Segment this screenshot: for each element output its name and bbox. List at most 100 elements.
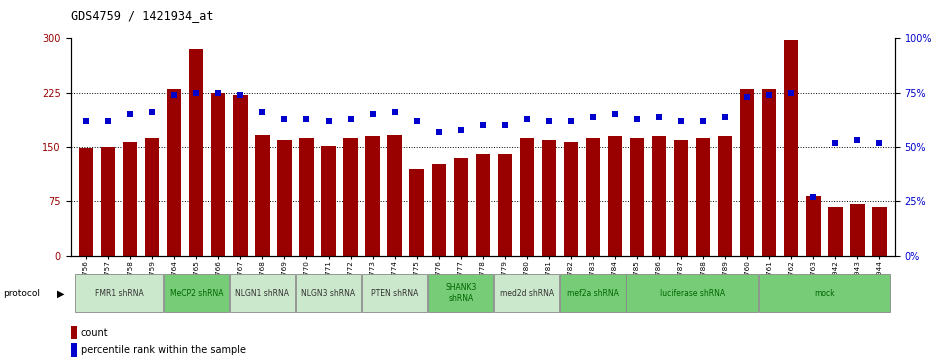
Bar xyxy=(387,135,402,256)
Text: mock: mock xyxy=(814,289,835,298)
Bar xyxy=(300,138,314,256)
Point xyxy=(784,90,799,95)
Bar xyxy=(563,142,578,256)
Point xyxy=(453,127,468,132)
Bar xyxy=(79,148,93,256)
Bar xyxy=(189,49,203,256)
Point xyxy=(850,138,865,143)
Point xyxy=(805,194,820,200)
Bar xyxy=(872,207,886,256)
Point xyxy=(188,90,203,95)
Bar xyxy=(234,95,248,256)
Bar xyxy=(410,169,424,256)
Point xyxy=(365,111,381,117)
FancyBboxPatch shape xyxy=(560,274,625,312)
Bar xyxy=(277,140,292,256)
Point xyxy=(255,109,270,115)
Text: NLGN1 shRNA: NLGN1 shRNA xyxy=(236,289,289,298)
Point xyxy=(542,118,557,124)
Point xyxy=(608,111,623,117)
Text: FMR1 shRNA: FMR1 shRNA xyxy=(95,289,143,298)
Bar xyxy=(211,93,225,256)
Text: count: count xyxy=(81,327,108,338)
Point xyxy=(519,116,534,122)
Text: med2d shRNA: med2d shRNA xyxy=(500,289,554,298)
Point xyxy=(585,114,600,119)
Point xyxy=(431,129,447,135)
Bar xyxy=(454,158,468,256)
Point xyxy=(695,118,710,124)
Bar xyxy=(255,135,269,256)
Point xyxy=(387,109,402,115)
Bar xyxy=(674,140,689,256)
Bar xyxy=(71,326,77,339)
Bar xyxy=(101,147,115,256)
Point xyxy=(122,111,138,117)
Bar xyxy=(542,140,556,256)
FancyBboxPatch shape xyxy=(230,274,295,312)
Bar xyxy=(828,207,842,256)
Text: GDS4759 / 1421934_at: GDS4759 / 1421934_at xyxy=(71,9,213,22)
Point xyxy=(739,94,755,100)
FancyBboxPatch shape xyxy=(758,274,890,312)
Point xyxy=(277,116,292,122)
Point xyxy=(299,116,314,122)
Text: MeCP2 shRNA: MeCP2 shRNA xyxy=(170,289,223,298)
FancyBboxPatch shape xyxy=(626,274,757,312)
Bar xyxy=(851,204,865,256)
Point xyxy=(475,122,490,128)
Bar xyxy=(431,164,446,256)
Point xyxy=(674,118,689,124)
Text: luciferase shRNA: luciferase shRNA xyxy=(659,289,724,298)
Bar xyxy=(123,142,138,256)
FancyBboxPatch shape xyxy=(296,274,361,312)
Point xyxy=(629,116,644,122)
Point xyxy=(343,116,358,122)
Point xyxy=(321,118,336,124)
Text: SHANK3
shRNA: SHANK3 shRNA xyxy=(445,284,477,303)
Point xyxy=(78,118,93,124)
Text: mef2a shRNA: mef2a shRNA xyxy=(567,289,619,298)
Point xyxy=(762,92,777,98)
Point xyxy=(828,140,843,146)
FancyBboxPatch shape xyxy=(362,274,428,312)
Bar xyxy=(321,146,335,256)
Point xyxy=(652,114,667,119)
FancyBboxPatch shape xyxy=(75,274,163,312)
Bar xyxy=(630,138,644,256)
Point xyxy=(101,118,116,124)
Bar xyxy=(806,196,820,256)
Point xyxy=(167,92,182,98)
Bar xyxy=(652,136,666,256)
Bar xyxy=(718,136,732,256)
Bar xyxy=(696,138,710,256)
Point xyxy=(409,118,424,124)
Text: PTEN shRNA: PTEN shRNA xyxy=(371,289,418,298)
Bar xyxy=(762,89,776,256)
Text: ▶: ▶ xyxy=(57,288,64,298)
FancyBboxPatch shape xyxy=(495,274,560,312)
FancyBboxPatch shape xyxy=(164,274,229,312)
Bar xyxy=(586,138,600,256)
Text: protocol: protocol xyxy=(3,289,40,298)
Bar xyxy=(167,89,182,256)
Bar xyxy=(497,154,512,256)
Bar xyxy=(476,154,490,256)
Bar xyxy=(520,138,534,256)
Bar xyxy=(145,138,159,256)
Point xyxy=(872,140,887,146)
FancyBboxPatch shape xyxy=(428,274,494,312)
Bar xyxy=(365,136,380,256)
Point xyxy=(211,90,226,95)
Text: NLGN3 shRNA: NLGN3 shRNA xyxy=(301,289,355,298)
Bar xyxy=(784,40,799,256)
Point xyxy=(497,122,512,128)
Bar xyxy=(740,89,755,256)
Bar xyxy=(344,138,358,256)
Point xyxy=(563,118,578,124)
Bar xyxy=(71,343,77,357)
Text: percentile rank within the sample: percentile rank within the sample xyxy=(81,345,246,355)
Point xyxy=(145,109,160,115)
Point xyxy=(718,114,733,119)
Bar xyxy=(608,136,622,256)
